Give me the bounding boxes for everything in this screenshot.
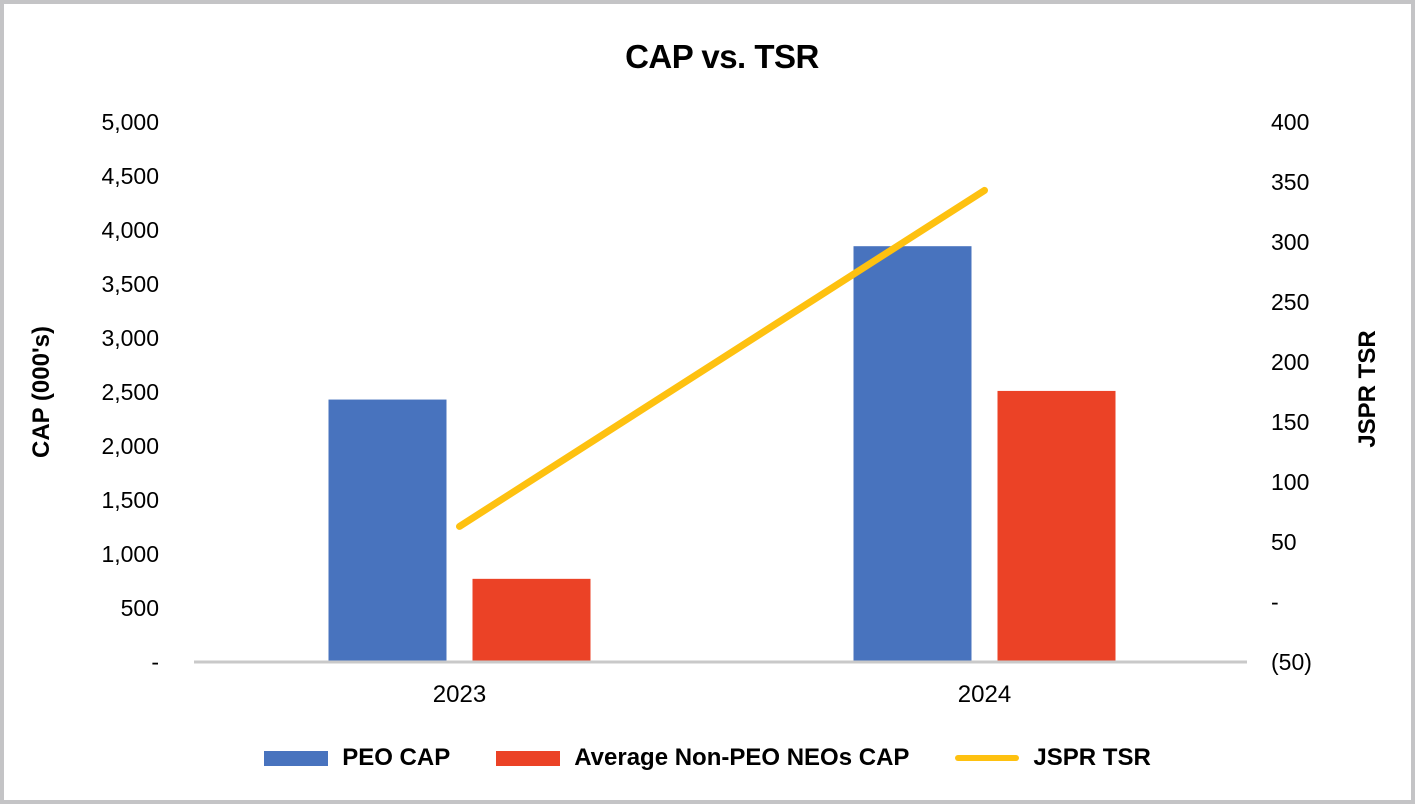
x-axis-category-label: 2023 (433, 681, 486, 708)
left-axis-tick-label: 1,000 (101, 541, 159, 567)
left-axis-tick-label: 500 (121, 595, 159, 621)
left-axis-tick-label: 4,500 (101, 163, 159, 189)
right-axis-tick-label: 50 (1271, 529, 1297, 555)
right-axis-tick-label: 300 (1271, 229, 1309, 255)
left-axis-tick-label: 3,000 (101, 325, 159, 351)
right-axis-tick-label: 150 (1271, 409, 1309, 435)
right-axis-tick-label: 100 (1271, 469, 1309, 495)
right-axis-tick-label: 400 (1271, 109, 1309, 135)
left-axis-tick-label: 2,000 (101, 433, 159, 459)
bar-average-non-peo-neos-cap-2023 (472, 578, 591, 662)
legend-label-jspr-tsr: JSPR TSR (1033, 744, 1151, 771)
right-axis-tick-label: - (1271, 589, 1279, 615)
x-axis-category-label: 2024 (958, 681, 1011, 708)
legend-label-peo-cap: PEO CAP (342, 744, 451, 771)
legend-item-jspr-tsr: JSPR TSR (955, 744, 1151, 772)
bar-average-non-peo-neos-cap-2024 (997, 390, 1116, 662)
chart-legend: PEO CAP Average Non-PEO NEOs CAP JSPR TS… (4, 744, 1411, 772)
jspr-tsr-line-swatch (955, 755, 1020, 761)
chart-title: CAP vs. TSR (625, 38, 819, 75)
legend-item-peo-cap: PEO CAP (264, 744, 450, 772)
right-axis-tick-label: 200 (1271, 349, 1309, 375)
left-axis-tick-label: 5,000 (101, 109, 159, 135)
bar-peo-cap-2023 (328, 399, 447, 662)
chart-plot-area: - 500 1,000 1,500 2,000 2,500 3,000 3,500 4,000 4… (101, 109, 1312, 708)
left-axis-tick-label: 1,500 (101, 487, 159, 513)
non-peo-neos-cap-swatch (496, 750, 561, 766)
right-axis-tick-label: (50) (1271, 649, 1312, 675)
left-axis-tick-label: - (151, 649, 159, 675)
bar-peo-cap-2024 (853, 246, 972, 662)
left-axis-tick-label: 3,500 (101, 271, 159, 297)
left-axis-tick-label: 4,000 (101, 217, 159, 243)
peo-cap-swatch (264, 750, 329, 766)
legend-label-non-peo-neos-cap: Average Non-PEO NEOs CAP (574, 744, 910, 771)
right-axis-tick-label: 350 (1271, 169, 1309, 195)
right-axis-tick-label: 250 (1271, 289, 1309, 315)
left-axis-tick-label: 2,500 (101, 379, 159, 405)
legend-item-non-peo-neos-cap: Average Non-PEO NEOs CAP (496, 744, 909, 772)
line-jspr-tsr (456, 186, 988, 530)
